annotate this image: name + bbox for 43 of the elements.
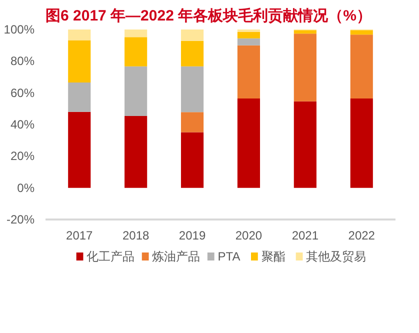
bar (180, 66, 204, 112)
y-tick-label: 60% (10, 86, 35, 100)
legend-label: PTA (218, 250, 240, 264)
bar (294, 101, 316, 188)
bar (294, 34, 316, 102)
bar (180, 132, 204, 188)
bar (237, 98, 260, 188)
bar (124, 66, 148, 116)
x-tick-label: 2020 (235, 228, 262, 242)
legend-label: 化工产品 (86, 250, 135, 264)
bar (124, 37, 148, 66)
bar (180, 30, 204, 41)
bar (350, 30, 373, 35)
chart-title: 图6 2017 年—2022 年各板块毛利贡献情况（%） (46, 8, 372, 24)
bar (350, 34, 373, 99)
bar (68, 30, 91, 40)
bar (350, 98, 373, 188)
x-tick-label: 2017 (66, 228, 94, 242)
legend-label: 其他及贸易 (306, 250, 366, 264)
bar (124, 30, 148, 38)
x-tick-label: 2018 (122, 228, 150, 242)
bar (68, 82, 91, 112)
bar (68, 112, 91, 188)
bar (237, 38, 260, 46)
y-tick-label: -20% (6, 212, 35, 226)
bar (180, 40, 204, 66)
bar (237, 45, 260, 99)
legend-label: 聚酯 (261, 250, 286, 264)
x-tick-label: 2022 (348, 228, 376, 242)
bar (237, 32, 260, 38)
bar (68, 40, 91, 83)
y-tick-label: 0% (17, 180, 35, 195)
x-tick-label: 2021 (292, 228, 319, 242)
bar (294, 30, 316, 34)
y-tick-label: 20% (10, 149, 35, 164)
bar (237, 30, 260, 32)
bar (124, 116, 148, 188)
y-tick-label: 100% (4, 22, 35, 36)
bar (180, 112, 204, 132)
y-tick-label: 40% (10, 118, 35, 132)
y-tick-label: 80% (10, 54, 35, 68)
x-tick-label: 2019 (178, 228, 206, 242)
legend-label: 炼油产品 (152, 250, 200, 264)
